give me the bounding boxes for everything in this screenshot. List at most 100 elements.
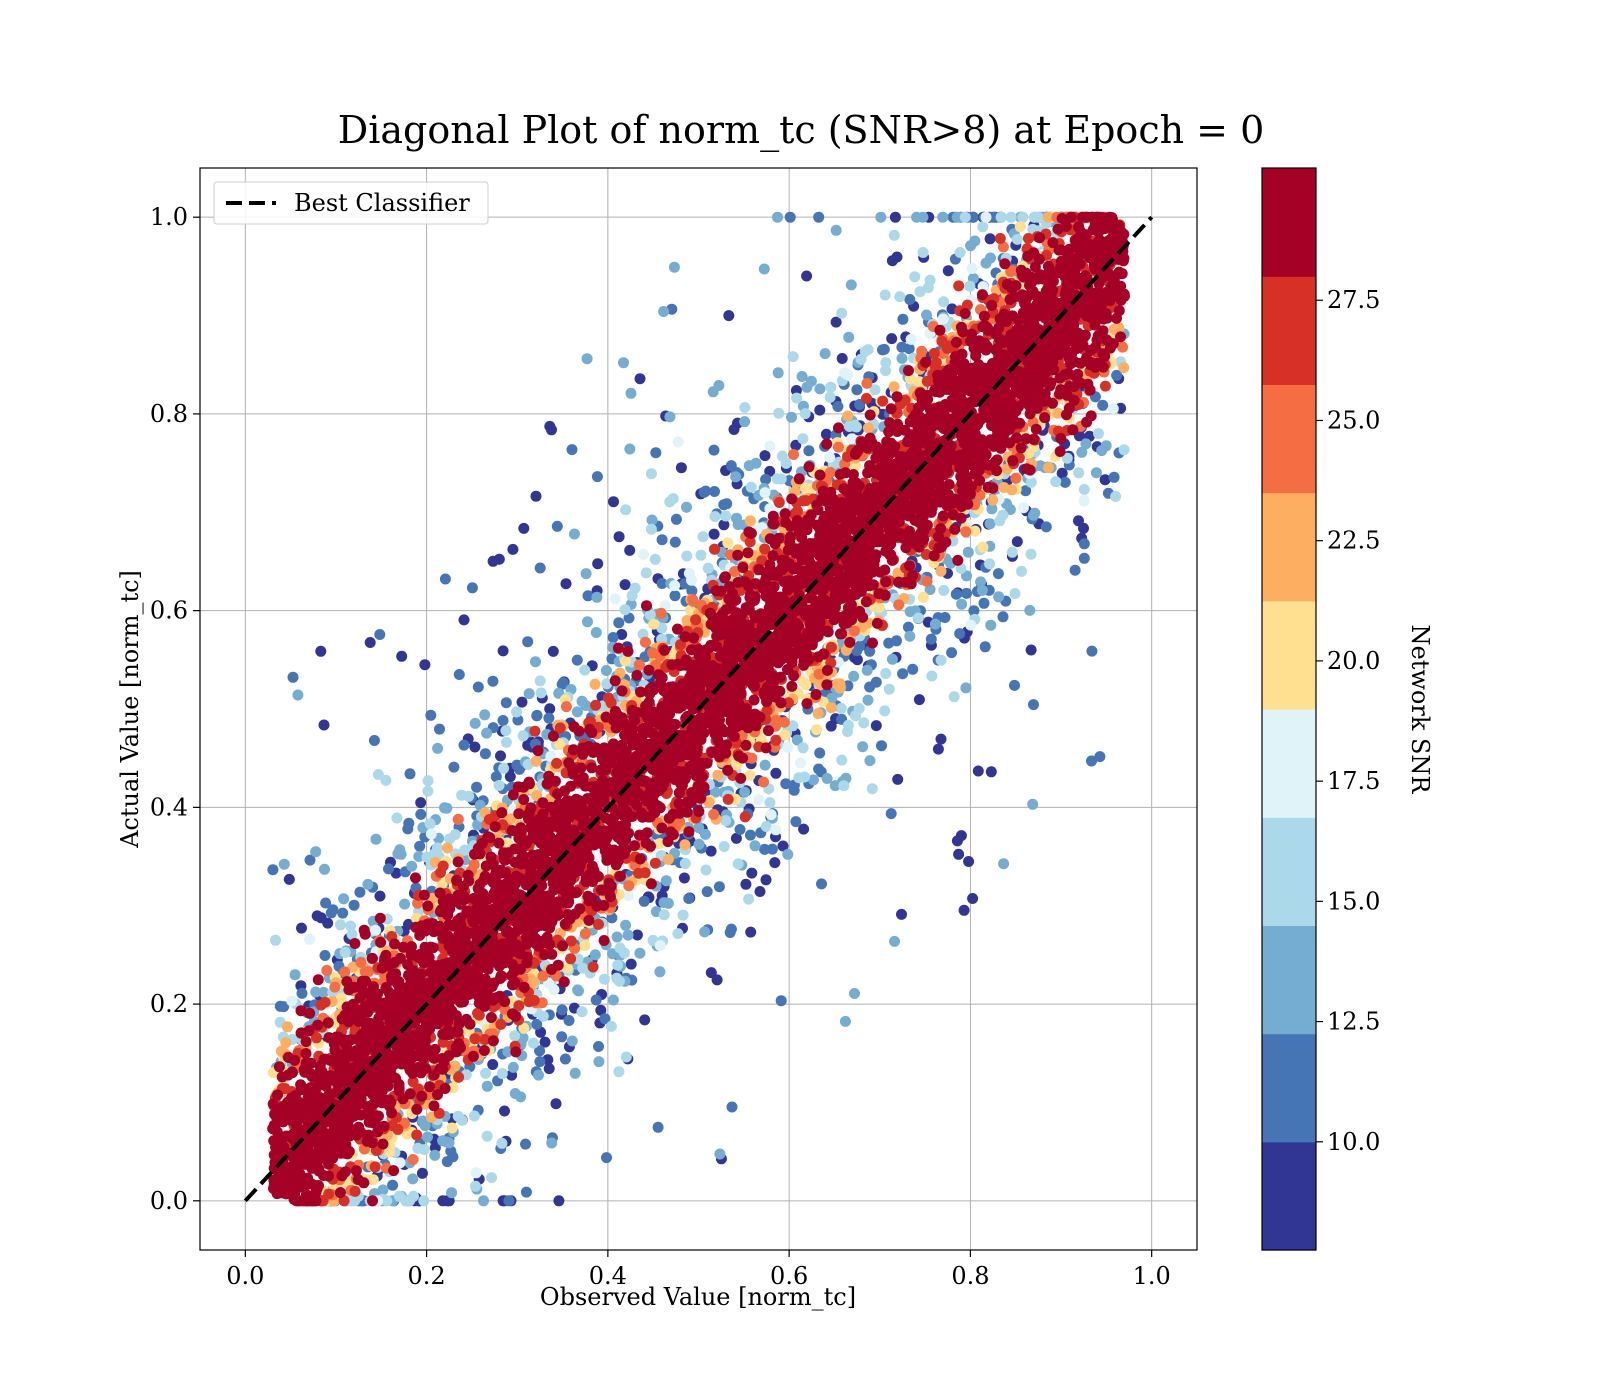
scatter-point xyxy=(511,706,522,718)
scatter-point xyxy=(566,444,578,456)
scatter-point xyxy=(329,981,341,993)
scatter-point xyxy=(842,369,854,381)
scatter-point xyxy=(599,1013,611,1025)
scatter-point xyxy=(527,1037,539,1049)
scatter-point xyxy=(886,653,898,665)
scatter-point xyxy=(556,1031,568,1043)
scatter-point xyxy=(517,730,529,742)
scatter-point xyxy=(772,211,783,223)
scatter-point xyxy=(701,886,713,898)
scatter-point xyxy=(645,468,657,480)
scatter-point xyxy=(500,725,512,737)
scatter-point xyxy=(350,1165,362,1177)
scatter-point xyxy=(858,717,870,729)
scatter-point xyxy=(531,709,543,721)
scatter-point xyxy=(654,966,666,978)
scatter-point xyxy=(848,625,860,637)
scatter-point xyxy=(764,533,776,545)
scatter-point xyxy=(724,927,736,938)
scatter-point xyxy=(448,761,460,773)
scatter-point xyxy=(669,580,681,592)
scatter-point xyxy=(590,994,602,1006)
scatter-point xyxy=(1028,699,1039,711)
scatter-point xyxy=(825,381,837,393)
scatter-point xyxy=(272,1089,283,1101)
scatter-point xyxy=(490,771,502,783)
scatter-point xyxy=(758,263,770,275)
scatter-point xyxy=(496,1137,508,1149)
scatter-point xyxy=(743,460,755,472)
scatter-point xyxy=(821,664,833,676)
scatter-point xyxy=(337,907,349,919)
scatter-point xyxy=(601,678,613,690)
scatter-point xyxy=(434,723,445,735)
scatter-point xyxy=(784,211,796,223)
scatter-point xyxy=(764,797,776,809)
scatter-point xyxy=(563,1015,575,1026)
scatter-point xyxy=(648,618,660,630)
scatter-point xyxy=(951,211,963,223)
scatter-point xyxy=(714,1148,726,1160)
scatter-point xyxy=(634,947,646,959)
scatter-point xyxy=(522,636,534,648)
scatter-point xyxy=(649,857,661,869)
scatter-point xyxy=(565,935,577,947)
scatter-point xyxy=(839,1015,851,1027)
scatter-point xyxy=(787,351,799,363)
scatter-point xyxy=(472,1007,483,1019)
scatter-point xyxy=(612,959,624,971)
scatter-point xyxy=(675,639,686,651)
scatter-point xyxy=(935,733,947,745)
scatter-point xyxy=(770,734,782,746)
scatter-point xyxy=(975,576,987,588)
scatter-point xyxy=(893,576,905,588)
scatter-point xyxy=(883,683,895,695)
scatter-point xyxy=(1073,467,1085,479)
scatter-point xyxy=(732,858,744,870)
scatter-point xyxy=(411,1129,423,1141)
scatter-point xyxy=(669,590,681,602)
scatter-point xyxy=(938,584,950,596)
scatter-point xyxy=(1028,211,1040,223)
scatter-point xyxy=(530,656,541,668)
scatter-point xyxy=(596,884,608,896)
scatter-point xyxy=(311,910,323,922)
scatter-point xyxy=(1018,502,1029,514)
scatter-point xyxy=(496,1068,508,1080)
scatter-point xyxy=(1059,476,1071,488)
scatter-point xyxy=(424,818,436,830)
scatter-point xyxy=(770,714,782,726)
scatter-point xyxy=(798,823,810,835)
scatter-point xyxy=(304,854,316,866)
scatter-point xyxy=(799,771,811,783)
scatter-point xyxy=(452,813,464,825)
scatter-point xyxy=(709,511,721,522)
scatter-point xyxy=(1047,237,1059,249)
scatter-point xyxy=(672,436,684,448)
scatter-point xyxy=(845,279,857,291)
scatter-point xyxy=(497,715,509,726)
scatter-point xyxy=(530,490,542,502)
scatter-point xyxy=(876,740,887,752)
scatter-point xyxy=(985,619,997,631)
scatter-point xyxy=(267,864,279,876)
scatter-point xyxy=(623,612,635,624)
scatter-point xyxy=(980,211,992,223)
scatter-point xyxy=(613,975,625,987)
scatter-point xyxy=(569,1067,581,1079)
scatter-point xyxy=(1042,211,1054,223)
scatter-point xyxy=(554,722,566,734)
scatter-point xyxy=(479,709,491,721)
scatter-point xyxy=(690,614,702,626)
scatter-point xyxy=(912,612,924,624)
scatter-point xyxy=(554,738,566,750)
scatter-point xyxy=(500,697,512,709)
scatter-point xyxy=(650,447,662,459)
scatter-point xyxy=(446,1122,458,1134)
scatter-point xyxy=(1034,232,1046,244)
scatter-point xyxy=(904,373,916,385)
scatter-point xyxy=(411,1103,423,1115)
scatter-point xyxy=(369,1161,381,1173)
scatter-point xyxy=(1005,211,1017,223)
scatter-point xyxy=(622,890,634,902)
